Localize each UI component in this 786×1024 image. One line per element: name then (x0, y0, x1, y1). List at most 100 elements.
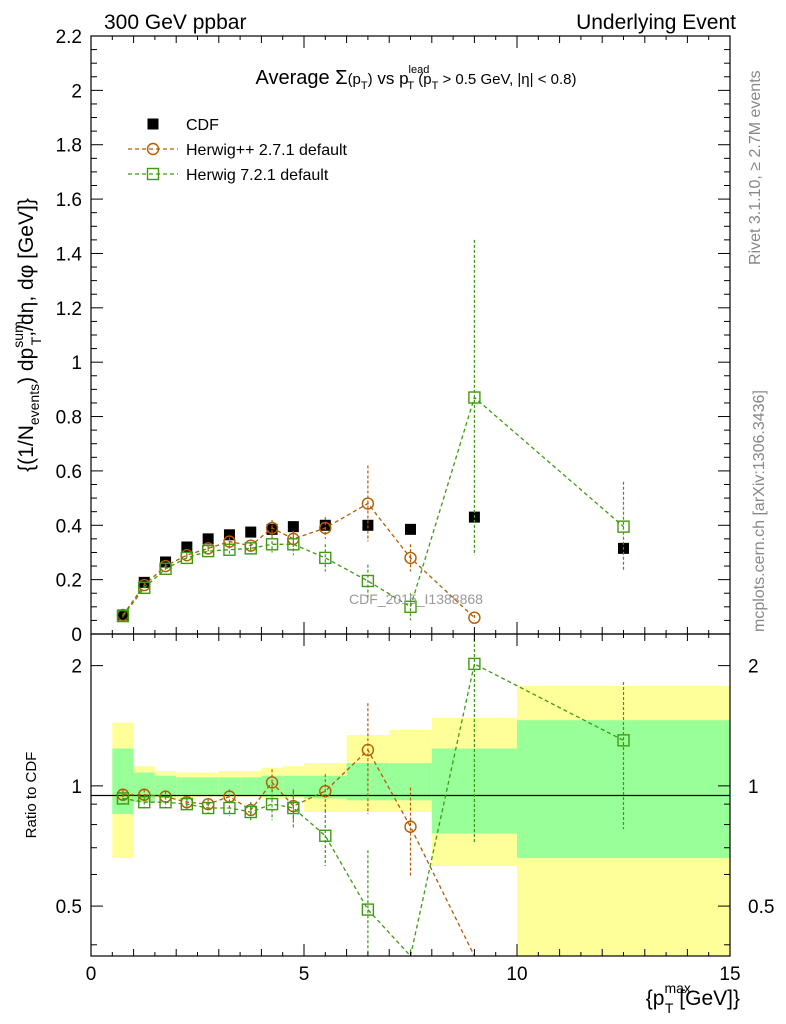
data-point (244, 805, 257, 819)
y-tick-label-right: 0.5 (748, 897, 774, 918)
data-point (116, 792, 130, 805)
data-point (245, 526, 257, 538)
series-herwig-7-2-1-default (116, 239, 630, 623)
data-point (404, 551, 417, 565)
data-point (287, 521, 299, 533)
data-point (265, 538, 279, 551)
y-tick-label-right: 1 (748, 777, 759, 798)
x-axis-label: {pmax T [GeV]} (646, 980, 740, 1016)
data-point (405, 523, 416, 535)
y-tick-label: 0.8 (56, 408, 82, 429)
rivet-label: Rivet 3.1.10, ≥ 2.7M events (747, 70, 764, 265)
data-point (138, 788, 151, 801)
data-point (223, 801, 236, 815)
data-point (468, 657, 481, 671)
data-point (362, 519, 374, 531)
data-point (361, 497, 375, 510)
y-tick-label: 1 (71, 353, 82, 374)
ratio-panel-series (116, 634, 630, 958)
legend-item-h27: Herwig++ 2.7.1 default (128, 142, 348, 159)
main-y-axis-label-text: {(1/Nevents) dpsum T,/dη, dφ [GeV]} (10, 198, 44, 472)
axis-ticks (90, 35, 731, 956)
x-tick-labels: 0 5 10 15 (86, 964, 741, 985)
data-point (223, 529, 235, 541)
main-y-axis-label: {(1/Nevents) dpsum T,/dη, dφ [GeV]} (10, 198, 44, 472)
data-point (223, 543, 236, 556)
y-tick-label: 1.2 (56, 299, 82, 320)
data-point (319, 551, 332, 565)
y-tick-label: 2 (71, 81, 82, 102)
data-point (287, 801, 300, 815)
data-point (361, 903, 375, 916)
data-point (319, 829, 332, 842)
data-point (319, 784, 332, 798)
data-point (180, 797, 194, 811)
y-tick-label: 0.4 (56, 516, 83, 537)
y-tick-label: 2.2 (56, 27, 82, 48)
legend: CDF Herwig++ 2.7.1 default Herwig 7.2.1 de… (128, 117, 348, 184)
data-point (319, 519, 331, 531)
data-point (138, 581, 151, 594)
band-inner (176, 777, 198, 795)
series-herwig-7-2-1-default (116, 634, 630, 958)
band-inner (197, 777, 219, 795)
ratio-y-tick-labels: 0.5 0.5 1 1 2 2 (56, 657, 775, 918)
y-tick-label: 1.8 (56, 136, 82, 157)
data-point (319, 521, 332, 535)
data-point (265, 776, 279, 789)
data-point (181, 541, 193, 553)
band-inner (154, 775, 177, 797)
x-tick-label: 0 (86, 964, 97, 985)
y-tick-label: 0.5 (56, 897, 82, 918)
data-point (146, 167, 160, 181)
data-point (266, 523, 278, 535)
data-point (147, 118, 159, 130)
y-tick-label: 2 (71, 657, 82, 678)
ratio-uncertainty-bands (112, 685, 730, 956)
legend-label: Herwig++ 2.7.1 default (186, 142, 348, 159)
series-line (122, 396, 624, 617)
data-point (287, 538, 300, 551)
mcplots-label: mcplots.cern.ch [arXiv:1306.3436] (751, 390, 768, 632)
band-inner (282, 775, 304, 797)
legend-item-h72: Herwig 7.2.1 default (128, 167, 329, 184)
data-point (201, 544, 215, 558)
data-point (404, 820, 417, 833)
y-tick-label-right: 2 (748, 657, 759, 678)
data-point (159, 562, 172, 575)
data-point (146, 142, 160, 156)
ratio-y-axis-label: Ratio to CDF (23, 752, 40, 839)
data-point (617, 734, 630, 747)
y-tick-label: 0 (71, 625, 82, 646)
data-point (202, 533, 214, 545)
data-point (244, 542, 257, 555)
y-tick-label: 1.6 (56, 190, 82, 211)
plot-title: Average Σ(pT) vs plead T (pT > 0.5 GeV, |… (256, 64, 577, 92)
data-point (468, 611, 481, 624)
data-point (468, 391, 481, 404)
data-point (116, 609, 130, 623)
y-tick-label: 1.4 (56, 244, 83, 265)
data-point (160, 556, 172, 568)
analysis-watermark: CDF_2015_I1388868 (349, 591, 483, 607)
data-point (265, 797, 279, 811)
plot-title-text: Average Σ(pT) vs plead T (pT > 0.5 GeV, |… (256, 64, 577, 92)
main-y-tick-labels: 0 0.2 0.4 0.6 0.8 1 1.2 1.4 1.6 1.8 2 2.2 (56, 27, 83, 646)
data-point (361, 743, 375, 757)
legend-label: CDF (186, 117, 219, 134)
data-point (265, 521, 279, 535)
y-tick-label: 0.6 (56, 462, 82, 483)
y-tick-label: 0.2 (56, 571, 82, 592)
band-inner (218, 777, 241, 795)
x-tick-label: 15 (719, 964, 740, 985)
x-axis-label-text: {pmax T [GeV]} (646, 980, 740, 1016)
header-right-label: Underlying Event (576, 11, 736, 34)
data-point (361, 574, 375, 588)
legend-item-cdf: CDF (147, 117, 219, 134)
data-point (201, 801, 215, 815)
data-point (404, 600, 417, 614)
data-point (159, 796, 172, 809)
data-point (138, 796, 151, 809)
legend-label: Herwig 7.2.1 default (186, 167, 329, 184)
